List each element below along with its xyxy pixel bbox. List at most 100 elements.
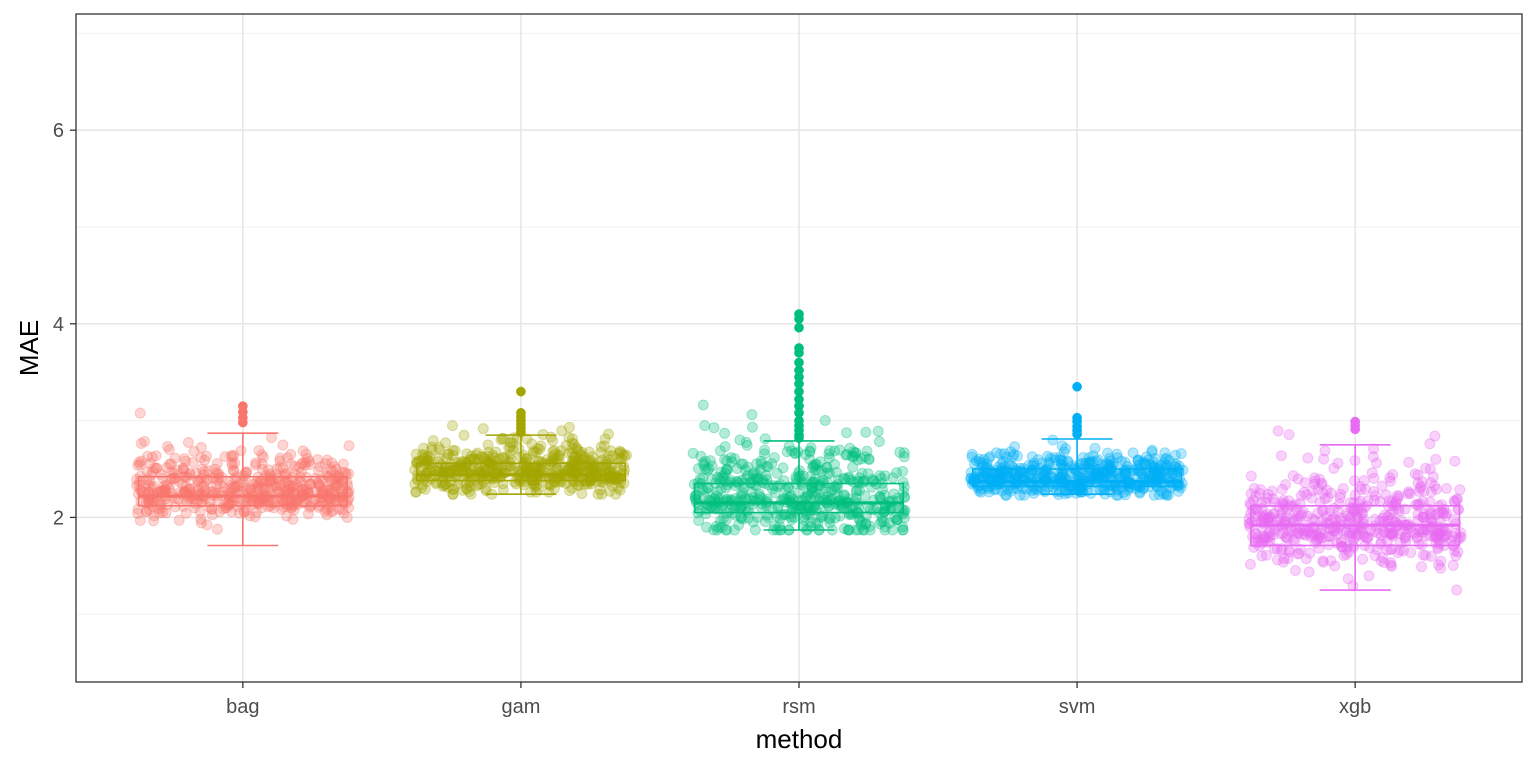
- jitter-point: [1354, 481, 1366, 492]
- jitter-point: [245, 483, 257, 494]
- jitter-point: [1094, 470, 1106, 482]
- jitter-point: [187, 456, 199, 468]
- jitter-point: [198, 480, 210, 492]
- jitter-point: [1159, 462, 1171, 474]
- jitter-point: [134, 515, 146, 526]
- jitter-point: [461, 483, 473, 495]
- jitter-point: [509, 476, 521, 488]
- jitter-point: [321, 454, 333, 466]
- jitter-point: [599, 440, 610, 452]
- jitter-point: [173, 514, 185, 526]
- jitter-point: [206, 509, 218, 521]
- jitter-point: [304, 501, 316, 513]
- jitter-point: [547, 451, 559, 462]
- jitter-point: [314, 481, 326, 493]
- jitter-point: [314, 461, 326, 473]
- jitter-point: [545, 431, 557, 443]
- jitter-point: [1175, 448, 1187, 460]
- jitter-point: [135, 455, 147, 467]
- jitter-point: [740, 436, 752, 448]
- jitter-point: [614, 484, 626, 496]
- jitter-point: [1283, 546, 1295, 558]
- jitter-point: [584, 454, 596, 466]
- jitter-point: [872, 425, 884, 437]
- x-tick-label: xgb: [1339, 696, 1371, 718]
- jitter-point: [312, 477, 324, 489]
- jitter-point: [180, 481, 192, 493]
- jitter-point: [195, 441, 207, 453]
- jitter-point: [461, 456, 473, 468]
- jitter-point: [132, 459, 144, 471]
- jitter-point: [1345, 531, 1357, 542]
- jitter-point: [252, 483, 264, 495]
- jitter-point: [595, 446, 607, 458]
- jitter-point: [419, 483, 431, 495]
- jitter-point: [612, 482, 624, 494]
- jitter-point: [148, 510, 160, 522]
- jitter-point: [874, 491, 886, 503]
- jitter-point: [548, 445, 560, 457]
- jitter-point: [966, 451, 978, 463]
- jitter-point: [1290, 565, 1301, 576]
- jitter-point: [226, 451, 238, 463]
- jitter-point: [1047, 434, 1059, 446]
- jitter-point: [737, 487, 749, 499]
- jitter-point: [253, 445, 265, 456]
- jitter-point: [204, 502, 216, 513]
- jitter-point: [313, 479, 325, 491]
- jitter-point: [442, 467, 454, 479]
- jitter-point: [583, 446, 595, 458]
- jitter-point: [265, 470, 277, 482]
- jitter-point: [483, 446, 494, 458]
- jitter-point: [783, 440, 795, 452]
- jitter-point: [593, 456, 605, 468]
- jitter-point: [1133, 465, 1144, 477]
- jitter-point: [285, 499, 297, 511]
- jitter-point: [418, 442, 430, 454]
- jitter-point: [465, 488, 477, 500]
- outlier-point: [237, 417, 248, 428]
- jitter-point: [749, 524, 761, 536]
- jitter-point: [610, 488, 622, 500]
- jitter-point: [568, 438, 580, 450]
- jitter-point: [300, 448, 312, 460]
- jitter-point: [263, 464, 275, 476]
- jitter-point: [195, 452, 207, 464]
- jitter-point: [229, 457, 241, 469]
- jitter-point: [599, 433, 611, 445]
- jitter-point: [250, 457, 262, 469]
- jitter-point: [304, 478, 316, 490]
- jitter-point: [281, 510, 293, 522]
- jitter-point: [256, 449, 268, 461]
- jitter-point: [503, 456, 515, 468]
- jitter-point: [566, 437, 578, 449]
- jitter-point: [162, 480, 174, 492]
- jitter-point: [134, 475, 146, 487]
- jitter-point: [325, 464, 337, 476]
- jitter-point: [536, 456, 547, 468]
- outlier-point: [794, 322, 804, 333]
- jitter-point: [614, 445, 626, 457]
- jitter-point: [235, 445, 247, 457]
- jitter-point: [603, 428, 614, 440]
- jitter-point: [800, 505, 812, 517]
- jitter-point: [196, 480, 208, 492]
- jitter-point: [343, 440, 355, 452]
- jitter-point: [740, 464, 752, 476]
- jitter-point: [1429, 430, 1441, 442]
- jitter-point: [545, 456, 557, 468]
- jitter-point: [1161, 489, 1172, 501]
- jitter-point: [283, 477, 294, 489]
- jitter-point: [1337, 483, 1349, 495]
- jitter-point: [144, 458, 156, 469]
- jitter-point: [1248, 494, 1260, 506]
- jitter-point: [297, 483, 309, 495]
- jitter-point: [553, 449, 565, 461]
- jitter-point: [756, 502, 768, 514]
- jitter-point: [277, 462, 289, 474]
- jitter-point: [699, 420, 711, 431]
- jitter-point: [323, 484, 335, 495]
- jitter-point: [532, 443, 544, 454]
- jitter-point: [148, 462, 160, 474]
- jitter-point: [184, 467, 196, 479]
